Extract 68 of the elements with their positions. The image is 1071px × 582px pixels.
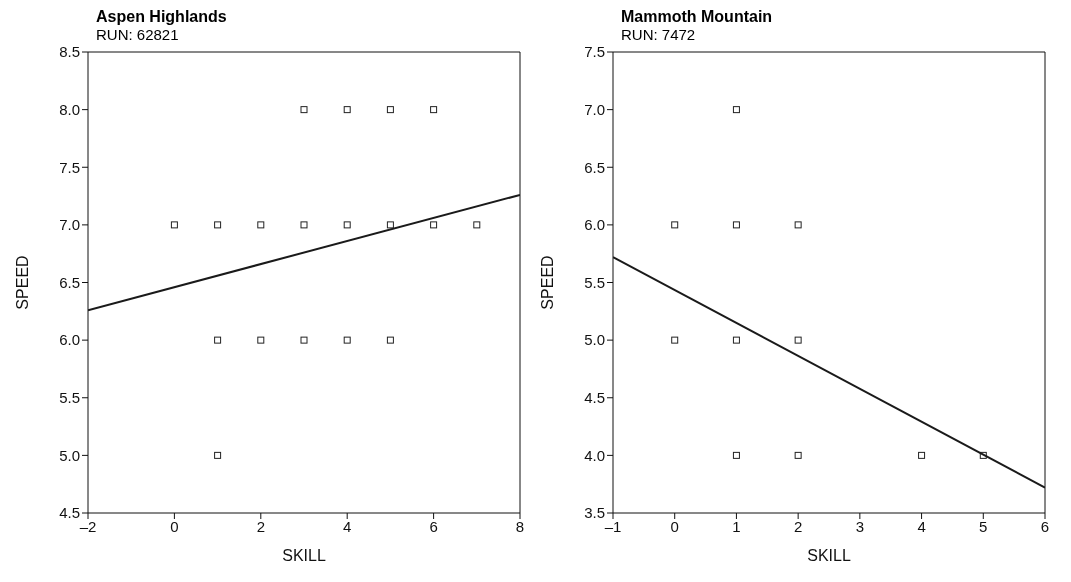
- x-tick-label: 0: [670, 517, 679, 535]
- y-tick-label: 5.0: [59, 446, 80, 464]
- x-tick-label: 3: [855, 517, 865, 535]
- point: [343, 221, 351, 229]
- point: [214, 221, 222, 229]
- y-tick-label: 4.0: [584, 446, 605, 464]
- point: [732, 221, 740, 229]
- point: [671, 221, 679, 229]
- y-tick-label: 7.5: [59, 158, 80, 176]
- x-tick-label: 6: [1040, 517, 1050, 535]
- point: [300, 106, 308, 114]
- chart-title: Aspen Highlands: [96, 8, 228, 26]
- y-tick-label: 7.0: [584, 100, 605, 118]
- y-tick-label: 6.0: [584, 216, 605, 234]
- point: [794, 451, 802, 459]
- point: [214, 336, 222, 344]
- x-tick-label: 8: [515, 517, 525, 535]
- chart-subtitle: RUN: 7472: [621, 26, 697, 43]
- chart-title: Mammoth Mountain: [621, 8, 774, 26]
- point: [732, 451, 740, 459]
- y-tick-label: 6.0: [59, 331, 80, 349]
- y-tick-label: 4.5: [584, 389, 605, 407]
- x-tick-label: 5: [979, 517, 988, 535]
- y-tick-label: 5.5: [59, 389, 80, 407]
- point: [343, 106, 351, 114]
- point: [257, 336, 265, 344]
- point: [430, 106, 438, 114]
- point: [214, 451, 222, 459]
- y-tick-label: 3.5: [584, 504, 605, 522]
- x-axis-title: SKILL: [807, 547, 851, 564]
- y-axis-title: SPEED: [13, 255, 31, 310]
- x-axis-title: SKILL: [282, 547, 326, 564]
- x-tick-label: 4: [343, 517, 352, 535]
- point: [386, 336, 394, 344]
- point: [671, 336, 679, 344]
- point: [918, 451, 926, 459]
- y-tick-label: 6.5: [584, 158, 605, 176]
- point: [300, 336, 308, 344]
- x-tick-label: 6: [429, 517, 438, 535]
- point: [430, 221, 438, 229]
- y-tick-label: 4.5: [59, 504, 80, 522]
- y-tick-label: 7.5: [584, 43, 605, 61]
- point: [170, 221, 178, 229]
- point: [300, 221, 308, 229]
- y-tick-label: 5.0: [584, 331, 605, 349]
- y-tick-label: 8.0: [59, 100, 80, 118]
- x-tick-label: 4: [917, 517, 926, 535]
- x-tick-label: –2: [79, 517, 97, 535]
- x-tick-label: –1: [604, 517, 622, 535]
- y-tick-label: 6.5: [59, 273, 80, 291]
- y-tick-label: 8.5: [59, 43, 80, 61]
- point: [473, 221, 481, 229]
- point: [343, 336, 351, 344]
- x-tick-label: 2: [793, 517, 803, 535]
- point: [732, 106, 740, 114]
- point: [257, 221, 265, 229]
- point: [732, 336, 740, 344]
- point: [794, 221, 802, 229]
- point: [386, 221, 394, 229]
- x-tick-label: 0: [170, 517, 179, 535]
- y-tick-label: 7.0: [59, 216, 80, 234]
- chart-subtitle: RUN: 62821: [96, 26, 180, 43]
- x-tick-label: 2: [256, 517, 265, 535]
- point: [794, 336, 802, 344]
- y-axis-title: SPEED: [538, 255, 556, 310]
- point: [386, 106, 394, 114]
- x-tick-label: 1: [732, 517, 741, 535]
- y-tick-label: 5.5: [584, 273, 605, 291]
